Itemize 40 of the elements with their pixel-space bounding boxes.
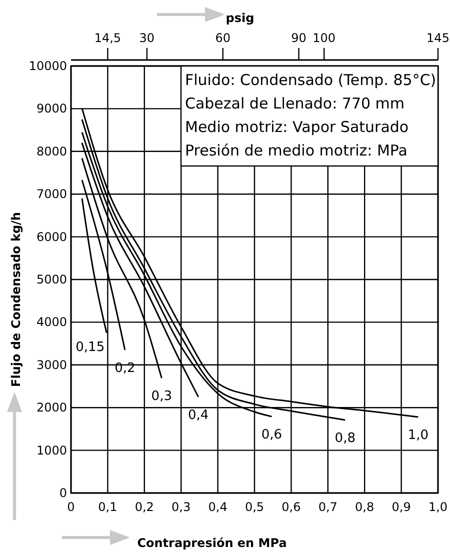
annotation: Presión de medio motriz: MPa (185, 142, 408, 160)
x-tick-label: 0,9 (392, 500, 411, 514)
series-label: 0,15 (76, 340, 105, 355)
series-label: 0,8 (334, 430, 356, 446)
annotation: Medio motriz: Vapor Saturado (185, 118, 409, 136)
y-tick-label: 9000 (36, 102, 67, 116)
x2-axis-title: psig (226, 11, 254, 25)
x2-tick-label: 14,5 (94, 31, 122, 45)
x2-tick-label: 100 (312, 31, 336, 45)
x2-tick-label: 90 (291, 31, 306, 45)
series-label: 1,0 (408, 428, 429, 443)
y-tick-label: 1000 (36, 443, 67, 458)
x-tick-label: 0,8 (355, 500, 374, 514)
y-tick-label: 5000 (36, 272, 67, 286)
x-tick-label: 0,1 (98, 500, 118, 514)
series-label: 0,3 (151, 389, 172, 404)
x2-tick-label: 60 (215, 31, 231, 45)
y-tick-label: 10000 (28, 59, 67, 73)
y-tick-label: 4000 (36, 315, 67, 330)
x-tick-label: 1,0 (428, 500, 448, 514)
y-tick-label: 0 (59, 486, 67, 500)
annotation: Cabezal de Llenado: 770 mm (185, 94, 405, 112)
x-tick-label: 0,3 (172, 500, 191, 514)
x-tick-label: 0,5 (244, 500, 264, 514)
x2-tick-label: 30 (139, 31, 155, 45)
x-tick-label: 0,6 (282, 500, 301, 514)
series-label: 0,4 (188, 408, 209, 423)
y-tick-label: 6000 (36, 230, 67, 244)
y-tick-label: 2000 (36, 400, 67, 415)
y-axis-title: Flujo de Condensado kg/h (9, 212, 23, 387)
x-tick-label: 0,7 (318, 500, 338, 514)
y-tick-label: 7000 (36, 187, 67, 202)
x2-tick-label: 145 (426, 31, 450, 45)
annotation: Fluido: Condensado (Temp. 85°C) (185, 71, 436, 89)
y-tick-label: 3000 (36, 358, 67, 372)
y-tick-label: 8000 (36, 144, 67, 158)
x-axis-title: Contrapresión en MPa (137, 536, 287, 550)
x-tick-label: 0,2 (134, 500, 154, 514)
x-tick-label: 0,4 (208, 500, 228, 514)
series-label: 0,6 (261, 428, 282, 443)
